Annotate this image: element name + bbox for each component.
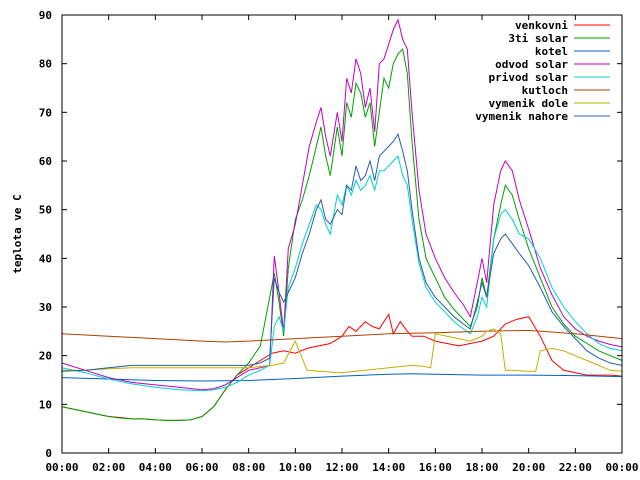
series-line-2 [61,373,623,382]
x-tick-label-7: 14:00 [372,461,405,474]
x-tick-label-4: 08:00 [232,461,265,474]
y-tick-label-9: 90 [39,9,52,22]
x-tick-label-3: 06:00 [185,461,218,474]
y-tick-label-7: 70 [39,106,52,119]
x-tick-label-2: 04:00 [139,461,172,474]
tick-layer: 00:00 02:00 04:00 06:00 08:00 10:00 12:00 14:00… [39,9,639,474]
legend-label-4: privod solar [489,71,569,84]
legend-label-1: 3ti solar [508,32,568,45]
x-tick-label-12: 00:00 [605,461,638,474]
x-tick-label-1: 02:00 [92,461,125,474]
series-line-7 [61,132,623,372]
x-tick-label-5: 10:00 [279,461,312,474]
x-tick-label-0: 00:00 [45,461,78,474]
legend-label-7: vymenik nahore [475,110,568,123]
legend-label-3: odvod solar [495,58,568,71]
x-tick-label-9: 18:00 [465,461,498,474]
y-tick-label-3: 30 [39,301,52,314]
series-line-4 [61,155,623,392]
y-tick-label-1: 10 [39,398,52,411]
x-tick-label-6: 12:00 [325,461,358,474]
x-tick-label-11: 22:00 [559,461,592,474]
series-line-6 [62,328,623,374]
legend-label-0: venkovni [515,19,568,32]
x-tick-label-10: 20:00 [512,461,545,474]
y-tick-label-6: 60 [39,155,52,168]
y-tick-label-4: 40 [39,252,52,265]
series-layer [61,18,623,421]
y-tick-label-0: 0 [45,447,52,460]
y-tick-label-2: 20 [39,350,52,363]
series-line-3 [61,18,623,391]
legend-label-5: kutloch [522,84,568,97]
x-tick-label-8: 16:00 [419,461,452,474]
y-tick-label-5: 50 [39,204,52,217]
y-tick-label-8: 80 [39,58,52,71]
legend-label-2: kotel [535,45,568,58]
y-axis-title: teplota ve C [11,194,24,273]
series-line-5 [61,329,623,343]
series-line-1 [61,48,623,421]
legend-label-6: vymenik dole [489,97,569,110]
